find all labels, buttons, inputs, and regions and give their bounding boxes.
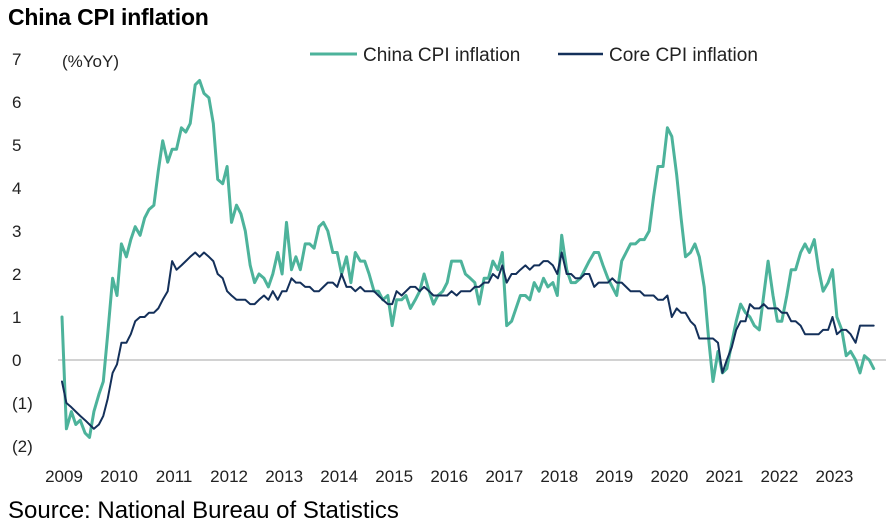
y-tick-label: 0 bbox=[12, 351, 21, 370]
y-tick-label: 3 bbox=[12, 222, 21, 241]
y-tick-label: 5 bbox=[12, 136, 21, 155]
y-unit-label: (%YoY) bbox=[62, 52, 119, 71]
x-axis-ticks: 2009 2010 2011 2012 2013 2014 2015 2016 2017 2018… bbox=[45, 467, 853, 486]
x-tick-label: 2016 bbox=[430, 467, 468, 486]
x-tick-label: 2018 bbox=[540, 467, 578, 486]
y-axis-ticks: (2) (1) 0 1 2 3 4 5 6 7 bbox=[12, 50, 33, 456]
x-tick-label: 2014 bbox=[320, 467, 358, 486]
x-tick-label: 2021 bbox=[705, 467, 743, 486]
x-tick-label: 2015 bbox=[375, 467, 413, 486]
x-tick-label: 2020 bbox=[650, 467, 688, 486]
y-tick-label: 6 bbox=[12, 93, 21, 112]
y-tick-label: (1) bbox=[12, 394, 33, 413]
source-note: Source: National Bureau of Statistics bbox=[8, 497, 399, 524]
x-tick-label: 2012 bbox=[210, 467, 248, 486]
x-tick-label: 2009 bbox=[45, 467, 83, 486]
chart-title: China CPI inflation bbox=[8, 4, 209, 30]
x-tick-label: 2010 bbox=[100, 467, 138, 486]
y-tick-label: (2) bbox=[12, 437, 33, 456]
legend-label-core-cpi: Core CPI inflation bbox=[609, 45, 758, 66]
x-tick-label: 2017 bbox=[485, 467, 523, 486]
y-tick-label: 7 bbox=[12, 50, 21, 69]
legend: China CPI inflation Core CPI inflation bbox=[310, 45, 758, 66]
x-tick-label: 2013 bbox=[265, 467, 303, 486]
y-tick-label: 1 bbox=[12, 308, 21, 327]
legend-label-china-cpi: China CPI inflation bbox=[363, 45, 520, 66]
x-tick-label: 2023 bbox=[816, 467, 854, 486]
series-line-china-cpi bbox=[60, 79, 876, 439]
x-tick-label: 2019 bbox=[595, 467, 633, 486]
x-tick-label: 2011 bbox=[156, 467, 193, 486]
y-tick-label: 4 bbox=[12, 179, 21, 198]
series-lines bbox=[60, 79, 876, 439]
x-tick-label: 2022 bbox=[761, 467, 799, 486]
y-tick-label: 2 bbox=[12, 265, 21, 284]
series-line-core-cpi bbox=[61, 251, 875, 430]
